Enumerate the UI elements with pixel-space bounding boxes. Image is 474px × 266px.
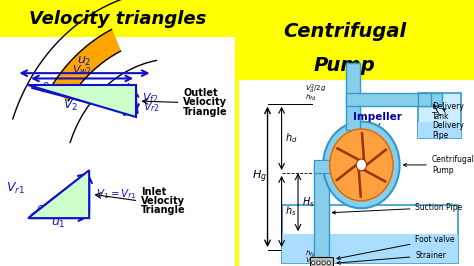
FancyBboxPatch shape xyxy=(282,234,457,263)
FancyBboxPatch shape xyxy=(0,37,235,266)
Text: $\alpha$: $\alpha$ xyxy=(79,173,88,184)
FancyBboxPatch shape xyxy=(314,164,328,257)
Text: $V_d^2/2g$: $V_d^2/2g$ xyxy=(305,83,327,96)
FancyBboxPatch shape xyxy=(314,160,330,173)
Text: Foot valve: Foot valve xyxy=(337,235,455,260)
Circle shape xyxy=(311,261,315,265)
Text: Strainer: Strainer xyxy=(337,251,446,264)
Circle shape xyxy=(330,129,393,201)
Text: Delivery
Tank: Delivery Tank xyxy=(432,102,464,121)
Text: Centrifugal: Centrifugal xyxy=(283,22,407,41)
Text: Pump: Pump xyxy=(314,56,376,75)
Text: $u_1$: $u_1$ xyxy=(51,217,66,230)
Text: $h_s$: $h_s$ xyxy=(285,205,297,218)
Text: Impeller: Impeller xyxy=(353,112,402,122)
Text: Velocity: Velocity xyxy=(141,196,185,206)
FancyBboxPatch shape xyxy=(418,93,461,138)
Text: $V_{r2}$: $V_{r2}$ xyxy=(143,100,160,114)
Text: $V_2$: $V_2$ xyxy=(63,98,78,113)
Text: $\theta$: $\theta$ xyxy=(36,203,45,215)
Text: Triangle: Triangle xyxy=(141,205,185,215)
Text: Outlet: Outlet xyxy=(183,88,218,98)
FancyBboxPatch shape xyxy=(239,80,474,266)
Text: $V_s^2/2g$: $V_s^2/2g$ xyxy=(305,255,327,266)
Text: Suction Pipe: Suction Pipe xyxy=(332,203,463,214)
Text: $V_{f2}$: $V_{f2}$ xyxy=(142,91,158,105)
Circle shape xyxy=(327,261,330,265)
FancyBboxPatch shape xyxy=(418,122,461,138)
Circle shape xyxy=(317,261,320,265)
Text: Velocity triangles: Velocity triangles xyxy=(28,10,206,28)
Text: $h_{fd}$: $h_{fd}$ xyxy=(305,93,316,103)
Circle shape xyxy=(356,159,366,171)
Text: $V_{w2}$: $V_{w2}$ xyxy=(72,63,92,77)
Text: $V_{r1}$: $V_{r1}$ xyxy=(6,181,25,196)
Text: $u_2$: $u_2$ xyxy=(77,55,92,68)
FancyBboxPatch shape xyxy=(0,0,235,37)
Text: Inlet: Inlet xyxy=(141,186,166,197)
Text: $h_{fs}$: $h_{fs}$ xyxy=(305,249,316,259)
Circle shape xyxy=(322,261,325,265)
Text: $\Phi$: $\Phi$ xyxy=(123,81,133,93)
Text: $h_d$: $h_d$ xyxy=(285,131,298,145)
Text: Centrifugal
Pump: Centrifugal Pump xyxy=(403,155,474,174)
FancyBboxPatch shape xyxy=(346,63,360,130)
Text: $V_1=V_{f1}$: $V_1=V_{f1}$ xyxy=(96,187,137,201)
Text: $\beta$: $\beta$ xyxy=(41,80,50,94)
Text: $H_s$: $H_s$ xyxy=(301,195,314,209)
Circle shape xyxy=(323,122,400,208)
Text: Delivery
Pipe: Delivery Pipe xyxy=(432,105,464,140)
Text: Triangle: Triangle xyxy=(183,107,228,117)
FancyBboxPatch shape xyxy=(239,0,474,80)
Text: Velocity: Velocity xyxy=(183,97,227,107)
Text: $H_g$: $H_g$ xyxy=(252,169,267,185)
FancyBboxPatch shape xyxy=(346,93,442,106)
Polygon shape xyxy=(51,30,120,101)
Polygon shape xyxy=(28,85,136,117)
FancyBboxPatch shape xyxy=(310,257,333,266)
FancyBboxPatch shape xyxy=(282,205,457,263)
FancyBboxPatch shape xyxy=(314,160,328,173)
Polygon shape xyxy=(28,170,89,218)
FancyBboxPatch shape xyxy=(418,93,431,106)
